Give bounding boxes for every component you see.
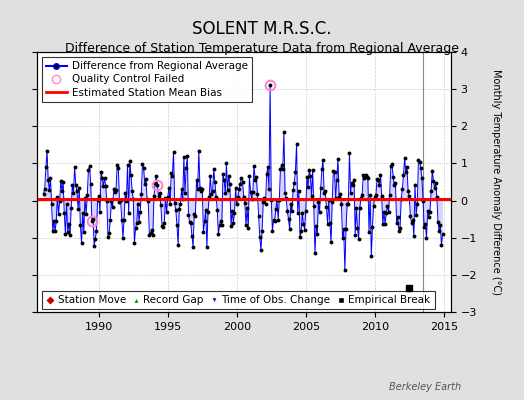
Y-axis label: Monthly Temperature Anomaly Difference (°C): Monthly Temperature Anomaly Difference (… xyxy=(491,69,501,295)
Text: Berkeley Earth: Berkeley Earth xyxy=(389,382,461,392)
Text: Difference of Station Temperature Data from Regional Average: Difference of Station Temperature Data f… xyxy=(65,42,459,55)
Legend: Station Move, Record Gap, Time of Obs. Change, Empirical Break: Station Move, Record Gap, Time of Obs. C… xyxy=(42,291,434,309)
Text: SOLENT M.R.S.C.: SOLENT M.R.S.C. xyxy=(192,20,332,38)
